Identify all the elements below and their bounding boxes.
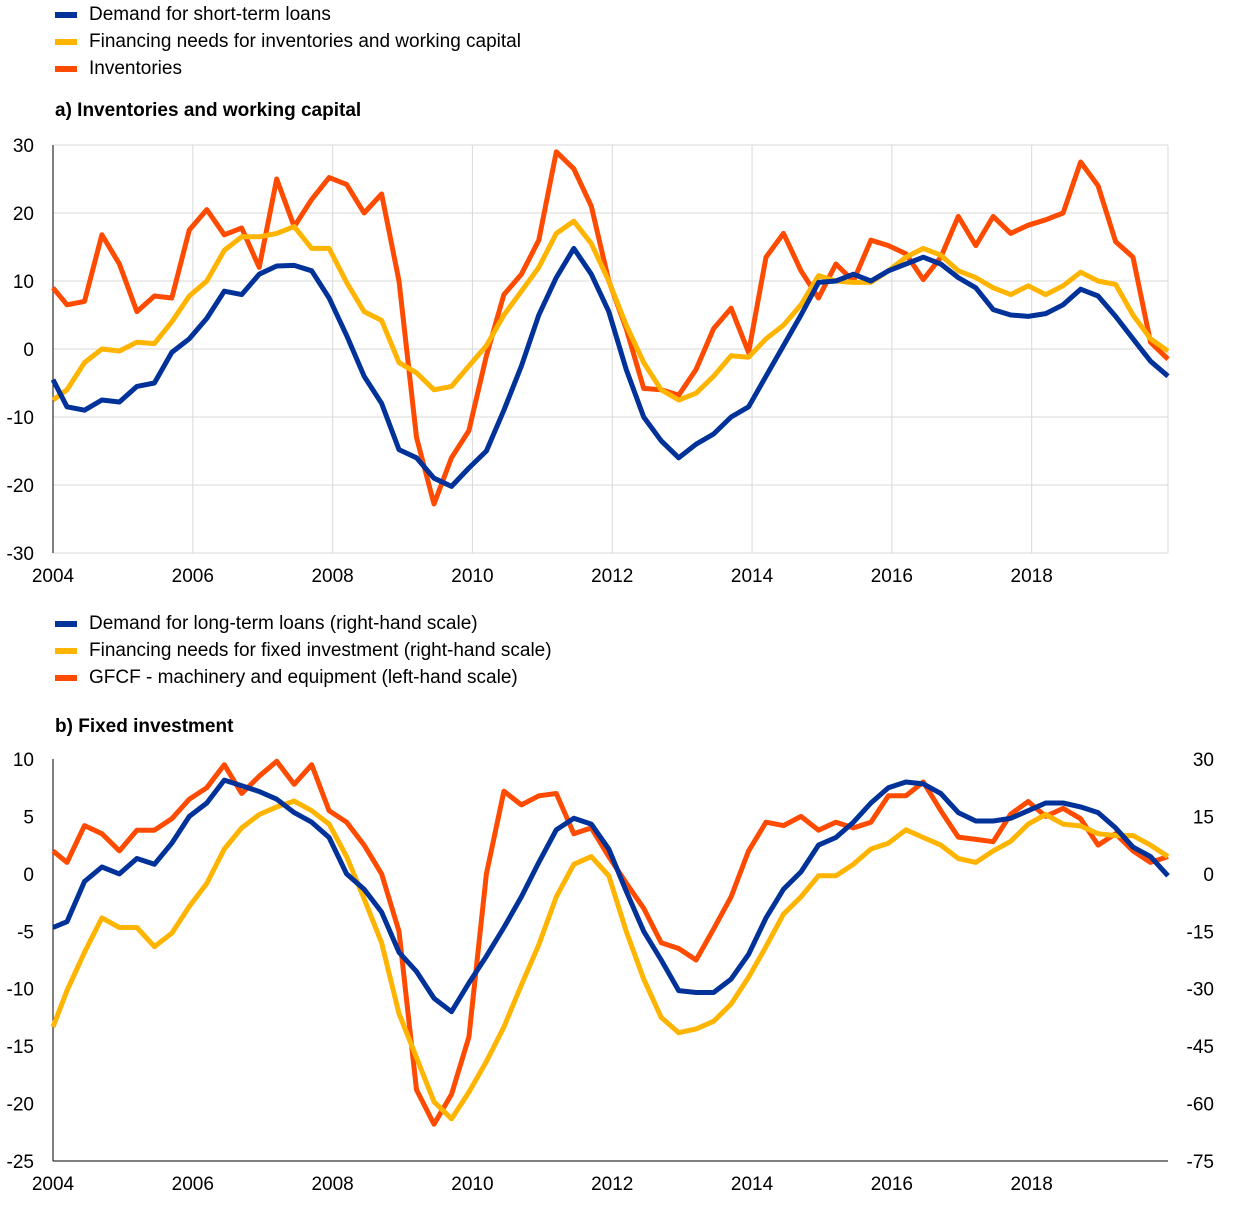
legend-label-financing-needs-inventories: Financing needs for inventories and work… [89,30,521,52]
y-tick-label-right: 30 [1193,750,1214,771]
x-tick-label: 2012 [591,566,633,587]
legend-panel-a: Demand for short-term loans Financing ne… [55,1,521,82]
legend-item-long-term-loans: Demand for long-term loans (right-hand s… [55,610,552,637]
x-tick-label: 2014 [731,566,774,587]
y-tick-label-right: 15 [1193,807,1214,828]
y-tick-label-right: 0 [1203,865,1214,886]
x-tick-label: 2010 [451,566,493,587]
y-tick-label-left: -20 [7,1095,34,1116]
x-tick-label: 2018 [1011,566,1053,587]
legend-label-long-term-loans: Demand for long-term loans (right-hand s… [89,612,478,634]
panel-b-title: b) Fixed investment [55,716,234,737]
x-tick-label: 2016 [871,566,913,587]
legend-label-financing-needs-fixed-investment: Financing needs for fixed investment (ri… [89,639,552,661]
x-tick-label: 2014 [731,1174,774,1195]
y-tick-label-left: 20 [13,204,34,225]
legend-item-financing-needs-inventories: Financing needs for inventories and work… [55,28,521,55]
legend-swatch-inventories [55,65,77,72]
legend-swatch-financing-needs-inventories [55,38,77,45]
y-tick-label-left: -10 [7,408,34,429]
y-tick-label-left: -30 [7,544,34,565]
y-tick-label-left: 0 [23,865,34,886]
x-tick-label: 2004 [32,1174,75,1195]
y-tick-label-left: 0 [23,340,34,361]
legend-item-gfcf: GFCF - machinery and equipment (left-han… [55,664,552,691]
panel-b-plot: 10 5 0 -5 -10 -15 -20 -25 30 15 0 -15 -30 -45 -60 -75 20… [7,750,1214,1195]
y-tick-label-left: 5 [23,807,34,828]
panel-a-title: a) Inventories and working capital [55,100,362,121]
legend-label-gfcf: GFCF - machinery and equipment (left-han… [89,666,518,688]
legend-swatch-long-term-loans [55,620,77,627]
legend-panel-b: Demand for long-term loans (right-hand s… [55,610,552,691]
x-tick-label: 2012 [591,1174,633,1195]
series-line-demand-for-long-term-loans-right-hand-scale [52,777,1170,1015]
x-tick-label: 2010 [451,1174,493,1195]
x-tick-label: 2008 [311,566,353,587]
series-line-inventories [51,149,1170,507]
x-tick-label: 2004 [32,566,75,587]
x-tick-label: 2006 [172,1174,214,1195]
y-tick-label-right: -60 [1187,1095,1214,1116]
y-tick-label-left: -5 [17,922,34,943]
series-line-financing-needs-for-inventories-and-working-capital [51,218,1170,403]
y-tick-label-left: 10 [13,272,34,293]
legend-label-inventories: Inventories [89,57,182,79]
y-tick-label-right: -30 [1187,980,1214,1001]
legend-swatch-financing-needs-fixed-investment [55,647,77,654]
y-tick-label-left: -10 [7,980,34,1001]
legend-item-short-term-loans: Demand for short-term loans [55,1,521,28]
legend-item-financing-needs-fixed-investment: Financing needs for fixed investment (ri… [55,637,552,664]
x-tick-label: 2008 [311,1174,353,1195]
series-line-gfcf-machinery-and-equipment-left-hand-scale [51,758,1169,1127]
y-tick-label-right: -45 [1187,1037,1214,1058]
series-line-financing-needs-for-fixed-investment-right-hand-scale [50,798,1170,1122]
y-tick-label-left: 30 [13,136,34,157]
legend-swatch-gfcf [55,674,77,681]
series-line-demand-for-short-term-loans [50,245,1170,489]
y-tick-label-left: 10 [13,750,34,771]
y-tick-label-left: -20 [7,476,34,497]
y-tick-label-left: -25 [7,1152,34,1173]
y-tick-label-left: -15 [7,1037,34,1058]
legend-label-short-term-loans: Demand for short-term loans [89,3,331,25]
legend-swatch-short-term-loans [55,11,77,18]
x-tick-label: 2016 [871,1174,913,1195]
y-tick-label-right: -75 [1187,1152,1214,1173]
x-tick-label: 2006 [172,566,214,587]
x-tick-label: 2018 [1011,1174,1053,1195]
y-tick-label-right: -15 [1187,922,1214,943]
legend-item-inventories: Inventories [55,55,521,82]
